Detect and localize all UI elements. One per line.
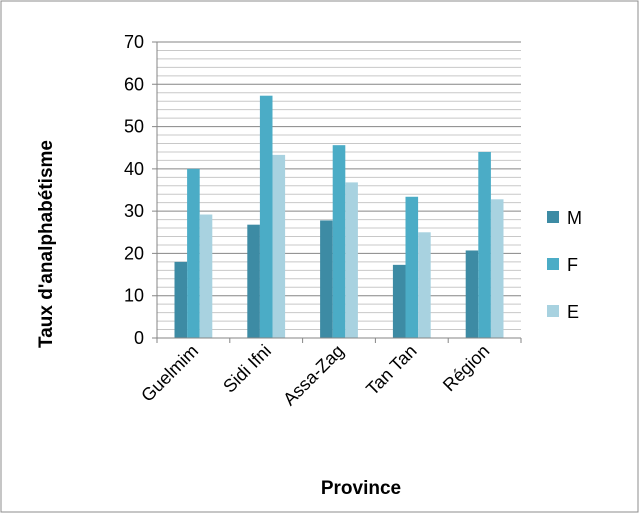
bar-e-4 [490,199,504,338]
y-tick-label: 0 [134,328,144,348]
axes [156,42,522,343]
bar-f-3 [405,196,419,338]
y-tick-label: 30 [124,201,144,221]
bar-e-1 [272,154,286,338]
bar-m-0 [174,261,188,338]
bar-m-2 [320,220,333,338]
legend-swatch-e [547,305,559,317]
y-axis-title: Taux d'analphabétisme [36,140,57,348]
bar-e-3 [418,232,431,338]
y-tick-label: 10 [124,286,144,306]
bar-m-3 [392,264,406,338]
bar-e-0 [199,214,213,338]
y-tick-label: 50 [124,117,144,137]
legend-label-f: F [567,255,578,275]
y-tick-labels: 0 10 20 30 40 50 60 70 [124,32,144,348]
legend-label-m: M [567,208,582,228]
bar-f-2 [332,145,346,338]
bar-f-1 [259,95,273,339]
bar-m-1 [247,224,260,338]
bar-m-4 [465,250,479,338]
x-axis-title: Province [321,478,401,499]
bar-f-0 [187,168,200,338]
legend-swatch-m [547,211,559,223]
y-tick-label: 20 [124,243,144,263]
bars [174,95,504,339]
y-tick-label: 70 [124,32,144,52]
y-tick-label: 60 [124,74,144,94]
legend-label-e: E [567,302,579,322]
legend-swatch-f [547,258,559,270]
bar-f-4 [478,151,491,338]
bar-e-2 [345,182,358,338]
legend: M F E [547,208,582,322]
y-tick-label: 40 [124,159,144,179]
